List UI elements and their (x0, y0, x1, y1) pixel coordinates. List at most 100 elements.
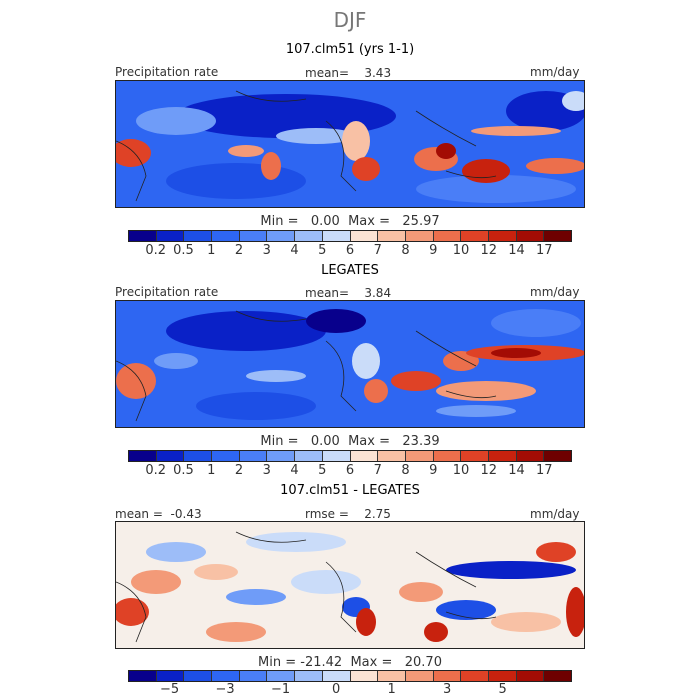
colorbar-tick-label: 10 (452, 243, 470, 258)
panel1-units: mm/day (530, 65, 580, 79)
colorbar-segment (405, 671, 434, 681)
colorbar-segment (405, 231, 434, 241)
panel3-mean: mean = -0.43 (115, 507, 202, 521)
colorbar-tick-label: 3 (262, 243, 271, 258)
panel2-colorbar (128, 450, 572, 462)
colorbar-tick-label: 5 (318, 243, 327, 258)
colorbar-segment (544, 451, 571, 461)
panel1-mean: mean= 3.43 (305, 66, 391, 80)
colorbar-segment (350, 231, 379, 241)
colorbar-tick-label: 7 (373, 463, 382, 478)
colorbar-tick-label: 5 (318, 463, 327, 478)
colorbar-tick-label: −3 (215, 682, 235, 697)
panel2-title: LEGATES (321, 263, 379, 278)
panel1-map (115, 80, 585, 208)
colorbar-tick-label: 2 (234, 243, 244, 258)
colorbar-segment (322, 451, 351, 461)
panel2-units: mm/day (530, 285, 580, 299)
panel2-max-label: Max = (348, 434, 390, 449)
colorbar-tick-label: 4 (290, 463, 299, 478)
colorbar-tick-label: 17 (535, 463, 553, 478)
colorbar-segment (239, 231, 268, 241)
colorbar-tick-label: 1 (207, 243, 216, 258)
colorbar-tick-label: 8 (401, 463, 410, 478)
colorbar-segment (129, 671, 157, 681)
colorbar-tick-label: 8 (401, 243, 410, 258)
colorbar-segment (378, 671, 406, 681)
panel1-minmax: Min = 0.00 Max = 25.97 (0, 214, 700, 229)
colorbar-tick-label: 7 (373, 243, 382, 258)
colorbar-segment (488, 231, 517, 241)
panel3-rmse-label: rmse = (305, 507, 349, 521)
colorbar-segment (239, 671, 268, 681)
panel3-rmse-value: 2.75 (364, 507, 391, 521)
colorbar-segment (267, 671, 296, 681)
colorbar-segment (461, 451, 489, 461)
colorbar-tick-label: 0.2 (145, 463, 167, 478)
colorbar-segment (239, 451, 268, 461)
colorbar-segment (129, 231, 157, 241)
panel1-max-value: 25.97 (402, 214, 440, 229)
colorbar-segment (156, 231, 185, 241)
colorbar-segment (516, 671, 545, 681)
panel3-colorbar (128, 670, 572, 682)
colorbar-tick-label: 1 (387, 682, 396, 697)
panel1-mean-value: 3.43 (364, 66, 392, 80)
panel2-map (115, 300, 585, 428)
colorbar-tick-label: 3 (262, 463, 271, 478)
colorbar-tick-label: 9 (429, 243, 438, 258)
panel2-max-value: 23.39 (402, 434, 440, 449)
colorbar-segment (212, 231, 240, 241)
panel1-variable-label: Precipitation rate (115, 65, 219, 79)
colorbar-tick-label: 3 (442, 682, 452, 697)
colorbar-segment (378, 231, 406, 241)
panel3-rmse: rmse = 2.75 (305, 507, 391, 521)
panel3-mean-label: mean = (115, 507, 163, 521)
panel2-mean-value: 3.84 (364, 286, 392, 300)
panel1-max-label: Max = (348, 214, 390, 229)
panel1-map-svg (116, 81, 584, 207)
panel1-colorbar (128, 230, 572, 242)
colorbar-segment (322, 231, 351, 241)
colorbar-segment (184, 231, 213, 241)
colorbar-segment (184, 451, 213, 461)
panel3-colorbar-ticks: −5 −3 −1 0 1 3 5 (128, 682, 572, 700)
colorbar-segment (295, 451, 323, 461)
panel2-mean-label: mean= (305, 286, 350, 300)
colorbar-segment (461, 671, 489, 681)
colorbar-tick-label: −5 (160, 682, 180, 697)
colorbar-segment (350, 451, 379, 461)
panel3-mean-value: -0.43 (170, 507, 202, 521)
colorbar-segment (433, 451, 462, 461)
colorbar-tick-label: 5 (498, 682, 507, 697)
colorbar-segment (184, 671, 213, 681)
panel3-max-label: Max = (350, 655, 393, 670)
colorbar-segment (267, 451, 296, 461)
panel1-title: 107.clm51 (yrs 1-1) (285, 42, 415, 57)
colorbar-tick-label: 0 (331, 682, 341, 697)
panel3-min-value: -21.42 (300, 655, 343, 670)
colorbar-tick-label: 17 (535, 243, 553, 258)
panel2-colorbar-ticks: 0.2 0.5 1 2 3 4 5 6 7 8 9 10 12 14 17 (128, 463, 572, 481)
colorbar-tick-label: 6 (345, 463, 355, 478)
colorbar-segment (156, 671, 185, 681)
colorbar-segment (295, 231, 323, 241)
colorbar-tick-label: 2 (234, 463, 244, 478)
panel2-map-svg (116, 301, 584, 427)
colorbar-segment (433, 231, 462, 241)
colorbar-segment (544, 231, 571, 241)
panel1-colorbar-ticks: 0.2 0.5 1 2 3 4 5 6 7 8 9 10 12 14 17 (128, 243, 572, 261)
colorbar-tick-label: 4 (290, 243, 299, 258)
panel3-min-label: Min = (258, 655, 297, 670)
panel1-mean-label: mean= (305, 66, 350, 80)
colorbar-tick-label: 0.2 (145, 243, 167, 258)
colorbar-segment (267, 231, 296, 241)
panel1-min-label: Min = (260, 214, 299, 229)
panel3-minmax: Min = -21.42 Max = 20.70 (0, 655, 700, 670)
colorbar-tick-label: 6 (345, 243, 355, 258)
colorbar-tick-label: 12 (480, 243, 498, 258)
colorbar-segment (461, 231, 489, 241)
colorbar-segment (212, 451, 240, 461)
panel2-mean: mean= 3.84 (305, 286, 391, 300)
colorbar-segment (433, 671, 462, 681)
